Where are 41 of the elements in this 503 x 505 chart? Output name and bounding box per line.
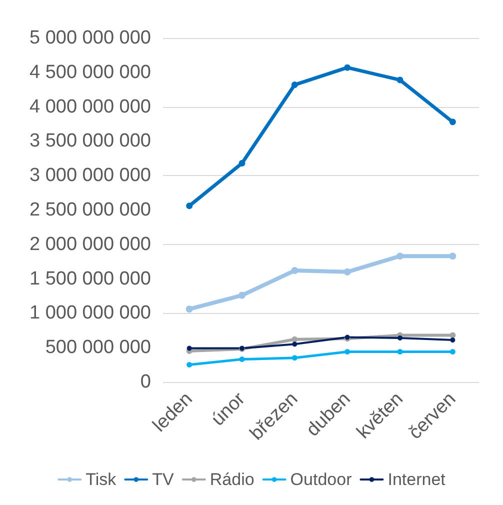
y-tick-label: 5 000 000 000 bbox=[29, 28, 151, 48]
point bbox=[292, 342, 298, 347]
legend-label: Rádio bbox=[210, 470, 254, 489]
point bbox=[344, 348, 350, 354]
point bbox=[291, 267, 298, 274]
legend-label: Internet bbox=[388, 470, 446, 489]
x-tick-label: únor bbox=[208, 388, 250, 430]
point bbox=[239, 356, 245, 362]
legend-label: Outdoor bbox=[290, 470, 352, 489]
point bbox=[186, 362, 192, 368]
point bbox=[396, 76, 404, 84]
point bbox=[238, 292, 246, 299]
point bbox=[450, 348, 456, 354]
y-tick-label: 2 500 000 000 bbox=[29, 200, 151, 220]
point bbox=[238, 160, 246, 166]
y-tick-label: 1 500 000 000 bbox=[29, 268, 151, 290]
y-tick-label: 4 500 000 000 bbox=[29, 62, 151, 83]
point bbox=[397, 348, 403, 354]
y-tick-label: 4 000 000 000 bbox=[29, 96, 151, 118]
point bbox=[186, 346, 192, 351]
legend-label: TV bbox=[152, 470, 175, 489]
y-tick-label: 3 500 000 000 bbox=[29, 130, 151, 152]
point bbox=[292, 355, 298, 361]
point bbox=[344, 268, 351, 276]
point bbox=[344, 64, 351, 71]
point bbox=[396, 252, 404, 260]
y-tick-label: 1 000 000 000 bbox=[29, 302, 151, 324]
point bbox=[186, 202, 193, 210]
y-tick-label: 0 bbox=[140, 372, 151, 392]
point bbox=[291, 82, 298, 88]
point bbox=[449, 252, 456, 260]
point bbox=[450, 332, 456, 338]
point bbox=[186, 306, 193, 313]
y-tick-label: 3 000 000 000 bbox=[29, 165, 151, 186]
y-tick-label: 500 000 000 bbox=[45, 337, 151, 358]
point bbox=[449, 118, 456, 126]
point bbox=[292, 336, 298, 342]
point bbox=[398, 335, 402, 340]
legend-label: Tisk bbox=[86, 470, 117, 489]
point bbox=[450, 338, 456, 343]
y-tick-label: 2 000 000 000 bbox=[29, 234, 151, 255]
